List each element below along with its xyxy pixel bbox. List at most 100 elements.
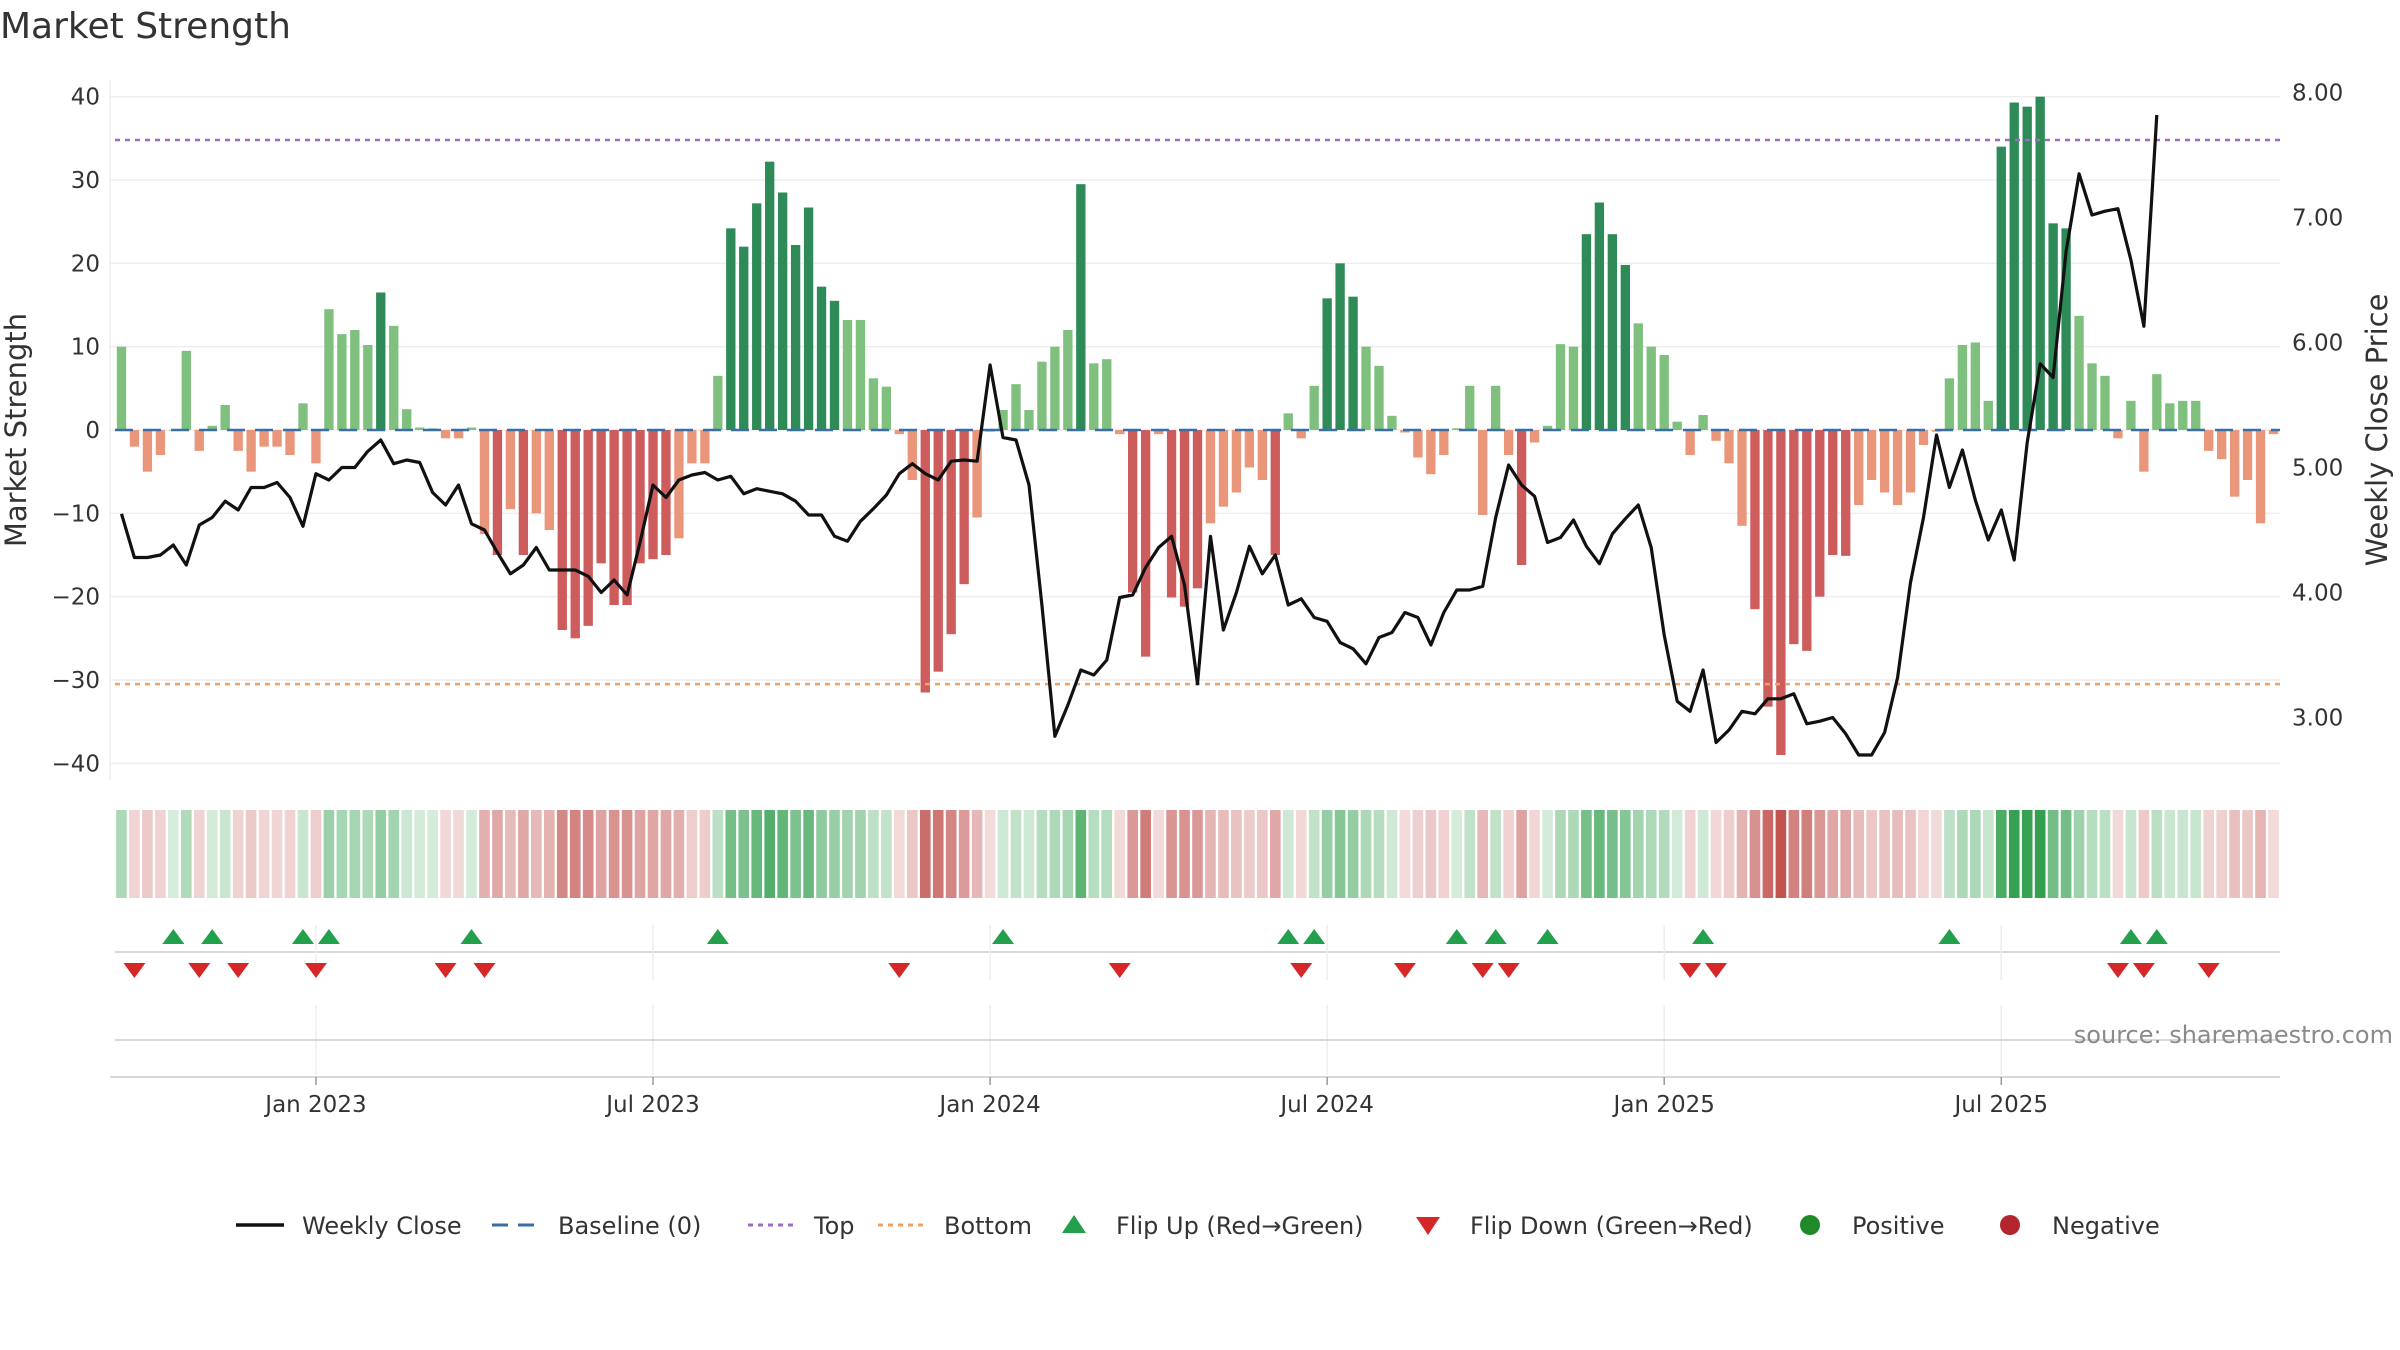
legend-label: Baseline (0) [558,1212,701,1240]
heat-cell [1645,810,1657,898]
heat-cell [686,810,698,898]
heat-cell [1995,810,2007,898]
heat-cell [725,810,737,898]
flip-down-marker [1679,963,1702,978]
heat-cell [531,810,542,898]
strength-bar [2216,430,2227,460]
heat-cell [1905,810,1916,898]
strength-bar [298,403,308,430]
strength-bar [337,334,347,430]
heat-cell [258,810,270,898]
strength-bar [2048,223,2058,430]
heat-cell [1801,810,1813,898]
strength-bar [907,430,917,480]
heat-cell [1347,810,1359,898]
heat-cell [1399,810,1411,898]
strength-bar [713,375,723,430]
strength-bar [1866,430,1877,480]
flip-up-marker [460,929,483,944]
strength-bar [2074,315,2084,430]
y2-tick-label: 8.00 [2292,81,2343,107]
heat-cell [1619,810,1631,898]
strength-bar [790,245,801,430]
strength-bar [1672,421,1682,430]
strength-bar [2100,375,2110,430]
heat-cell [1581,810,1592,898]
heat-cell [2125,810,2137,898]
y-axis: 40 30 20 10 0 −10 −20 −30 −40 [51,85,100,778]
strength-bar [285,430,295,455]
flip-up-marker [2145,929,2168,944]
strength-bar [2178,400,2188,430]
strength-bar [155,430,166,455]
legend-item: Baseline (0) [492,1212,701,1240]
legend: Weekly Close Baseline (0) Top Bottom Flip Up… [236,1212,2160,1240]
heat-cell [1762,810,1774,898]
heat-cell [1879,810,1890,898]
strength-bar [1270,430,1280,555]
flip-down-marker [2106,963,2129,978]
heat-cell [842,810,853,898]
strength-bar [803,207,814,430]
strength-bar [2191,400,2201,430]
strength-bar [1218,430,1229,507]
heat-cell [621,810,633,898]
strength-bar [583,430,593,626]
strength-bar [129,430,140,447]
heat-cell [1710,810,1722,898]
chart-title: Market Strength [0,6,291,47]
y2-axis-label: Weekly Close Price [2360,294,2394,567]
heat-cell [1244,810,1255,898]
heat-cell [673,810,685,898]
y-tick-label: −10 [51,501,100,527]
x-axis: Jan 2023 Jul 2023 Jan 2024 Jul 2024 Jan 2025… [110,1076,2280,1118]
y-tick-label: −20 [51,585,100,611]
heat-cell [1853,810,1864,898]
heat-cell [310,810,322,898]
strength-bar [700,430,710,464]
heat-cell [1542,810,1553,898]
y-tick-label: 30 [71,168,100,194]
heat-cell [2164,810,2176,898]
flip-up-marker [1536,929,1559,944]
heat-cell [1140,810,1151,898]
strength-bar [272,430,282,447]
strength-bar [1568,346,1579,430]
heat-cell [1944,810,1955,898]
strength-bar [570,430,580,639]
strength-heat-strip [116,810,2279,898]
strength-bar [1711,430,1721,441]
heat-cell [634,810,646,898]
legend-item: Weekly Close [236,1212,462,1240]
heat-cell [1127,810,1138,898]
heat-cell [582,810,594,898]
heat-cell [1464,810,1476,898]
strength-bar [868,378,879,430]
strength-bar [1607,234,1618,430]
strength-bar [1802,430,1812,651]
strength-bar [1296,430,1306,439]
flip-up-marker [1303,929,1326,944]
strength-bar [1192,430,1203,589]
heat-cell [1451,810,1463,898]
strength-bar [1011,384,1021,430]
x-tick-label: Jan 2025 [1612,1092,1715,1118]
heat-cell [1918,810,1929,898]
heat-cell [388,810,400,898]
y-tick-label: −30 [51,668,100,694]
heat-cell [1749,810,1761,898]
flip-down-marker [2197,963,2220,978]
strength-bar [1257,430,1267,480]
legend-item: Positive [1800,1212,1945,1240]
flip-down-marker [888,963,911,978]
heat-cell [1736,810,1748,898]
strength-bar [1815,430,1825,597]
heat-cell [1334,810,1346,898]
strength-bar [2255,430,2266,524]
strength-bar [414,427,425,430]
flip-down-marker [1393,963,1416,978]
flip-down-marker [2132,963,2155,978]
heat-cell [1308,810,1320,898]
y2-axis: 8.00 7.00 6.00 5.00 4.00 3.00 [2292,81,2343,732]
strength-bar [1387,415,1397,430]
